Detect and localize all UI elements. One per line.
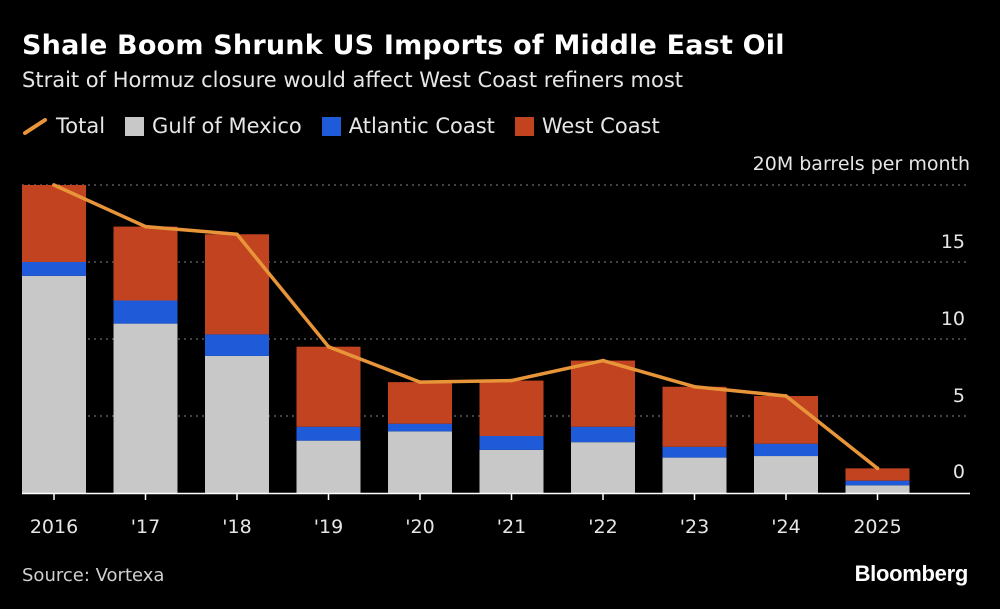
bar-west-8 [754,395,818,444]
bar-west-2 [205,234,269,335]
x-tick-label-3: '19 [314,516,343,538]
total-point-8 [784,394,788,398]
bar-gulf-3 [296,440,361,493]
bar-atlantic-3 [296,426,361,441]
brand-logo: Bloomberg [854,561,969,586]
total-point-1 [143,224,148,229]
legend-item-gulf: Gulf of Mexico [125,114,302,138]
legend-swatch-gulf [125,116,145,136]
total-point-3 [326,344,331,349]
bar-gulf-9 [845,485,910,493]
legend-label-gulf: Gulf of Mexico [152,114,302,138]
bar-gulf-5 [479,449,544,493]
total-point-9 [875,466,880,471]
bar-atlantic-7 [662,446,727,458]
x-tick-label-9: 2025 [853,516,901,538]
bar-atlantic-8 [754,443,818,457]
x-tick-label-8: '24 [771,516,800,538]
y-tick-label-15: 15 [941,231,965,253]
x-tick-label-6: '22 [588,516,617,538]
bar-atlantic-9 [845,480,910,486]
total-point-4 [418,380,422,384]
x-tick-label-4: '20 [405,516,434,538]
bar-west-0 [22,185,86,262]
legend-label-atlantic: Atlantic Coast [348,114,495,138]
x-tick-label-5: '21 [497,516,526,538]
total-point-0 [52,183,56,187]
bar-gulf-4 [388,431,452,493]
legend-item-west: West Coast [514,114,660,138]
y-tick-label-5: 5 [953,385,965,407]
bar-gulf-8 [754,456,818,493]
bar-atlantic-5 [479,436,544,450]
legend-item-total: Total [22,114,105,138]
y-tick-label-10: 10 [941,308,965,330]
bar-atlantic-6 [571,426,635,443]
bar-atlantic-4 [388,423,452,432]
x-tick-label-1: '17 [131,516,160,538]
bar-west-6 [571,360,635,427]
legend: Total Gulf of Mexico Atlantic Coast West… [22,114,660,138]
y-tick-label-0: 0 [953,461,965,483]
x-tick-label-0: 2016 [30,516,78,538]
source-note: Source: Vortexa [22,565,165,586]
x-tick-label-7: '23 [680,516,709,538]
legend-label-west: West Coast [541,114,660,138]
legend-swatch-west [514,116,534,136]
bar-gulf-1 [113,323,178,493]
legend-label-total: Total [56,114,106,138]
legend-swatch-total [22,117,48,136]
bar-west-7 [662,386,727,447]
bar-west-3 [296,346,361,427]
bar-gulf-7 [662,457,727,493]
bar-west-9 [845,468,910,481]
total-point-5 [509,378,514,383]
x-tick-label-2: '18 [222,516,251,538]
bar-atlantic-1 [113,300,178,324]
bar-atlantic-2 [205,334,269,356]
bar-west-5 [479,380,544,437]
bar-west-1 [113,226,178,301]
legend-swatch-atlantic [321,116,341,136]
bar-gulf-6 [571,442,635,493]
chart-subtitle: Strait of Hormuz closure would affect We… [22,68,684,92]
bar-atlantic-0 [22,262,86,276]
total-point-2 [235,232,239,237]
bar-gulf-0 [22,275,86,493]
total-point-6 [601,358,605,363]
y-axis-label: 20M barrels per month [753,153,970,175]
chart-title: Shale Boom Shrunk US Imports of Middle E… [22,30,785,61]
bar-gulf-2 [205,355,269,493]
total-point-7 [692,384,697,389]
total-line [52,183,880,471]
legend-item-atlantic: Atlantic Coast [321,114,495,138]
bar-west-4 [388,382,452,424]
